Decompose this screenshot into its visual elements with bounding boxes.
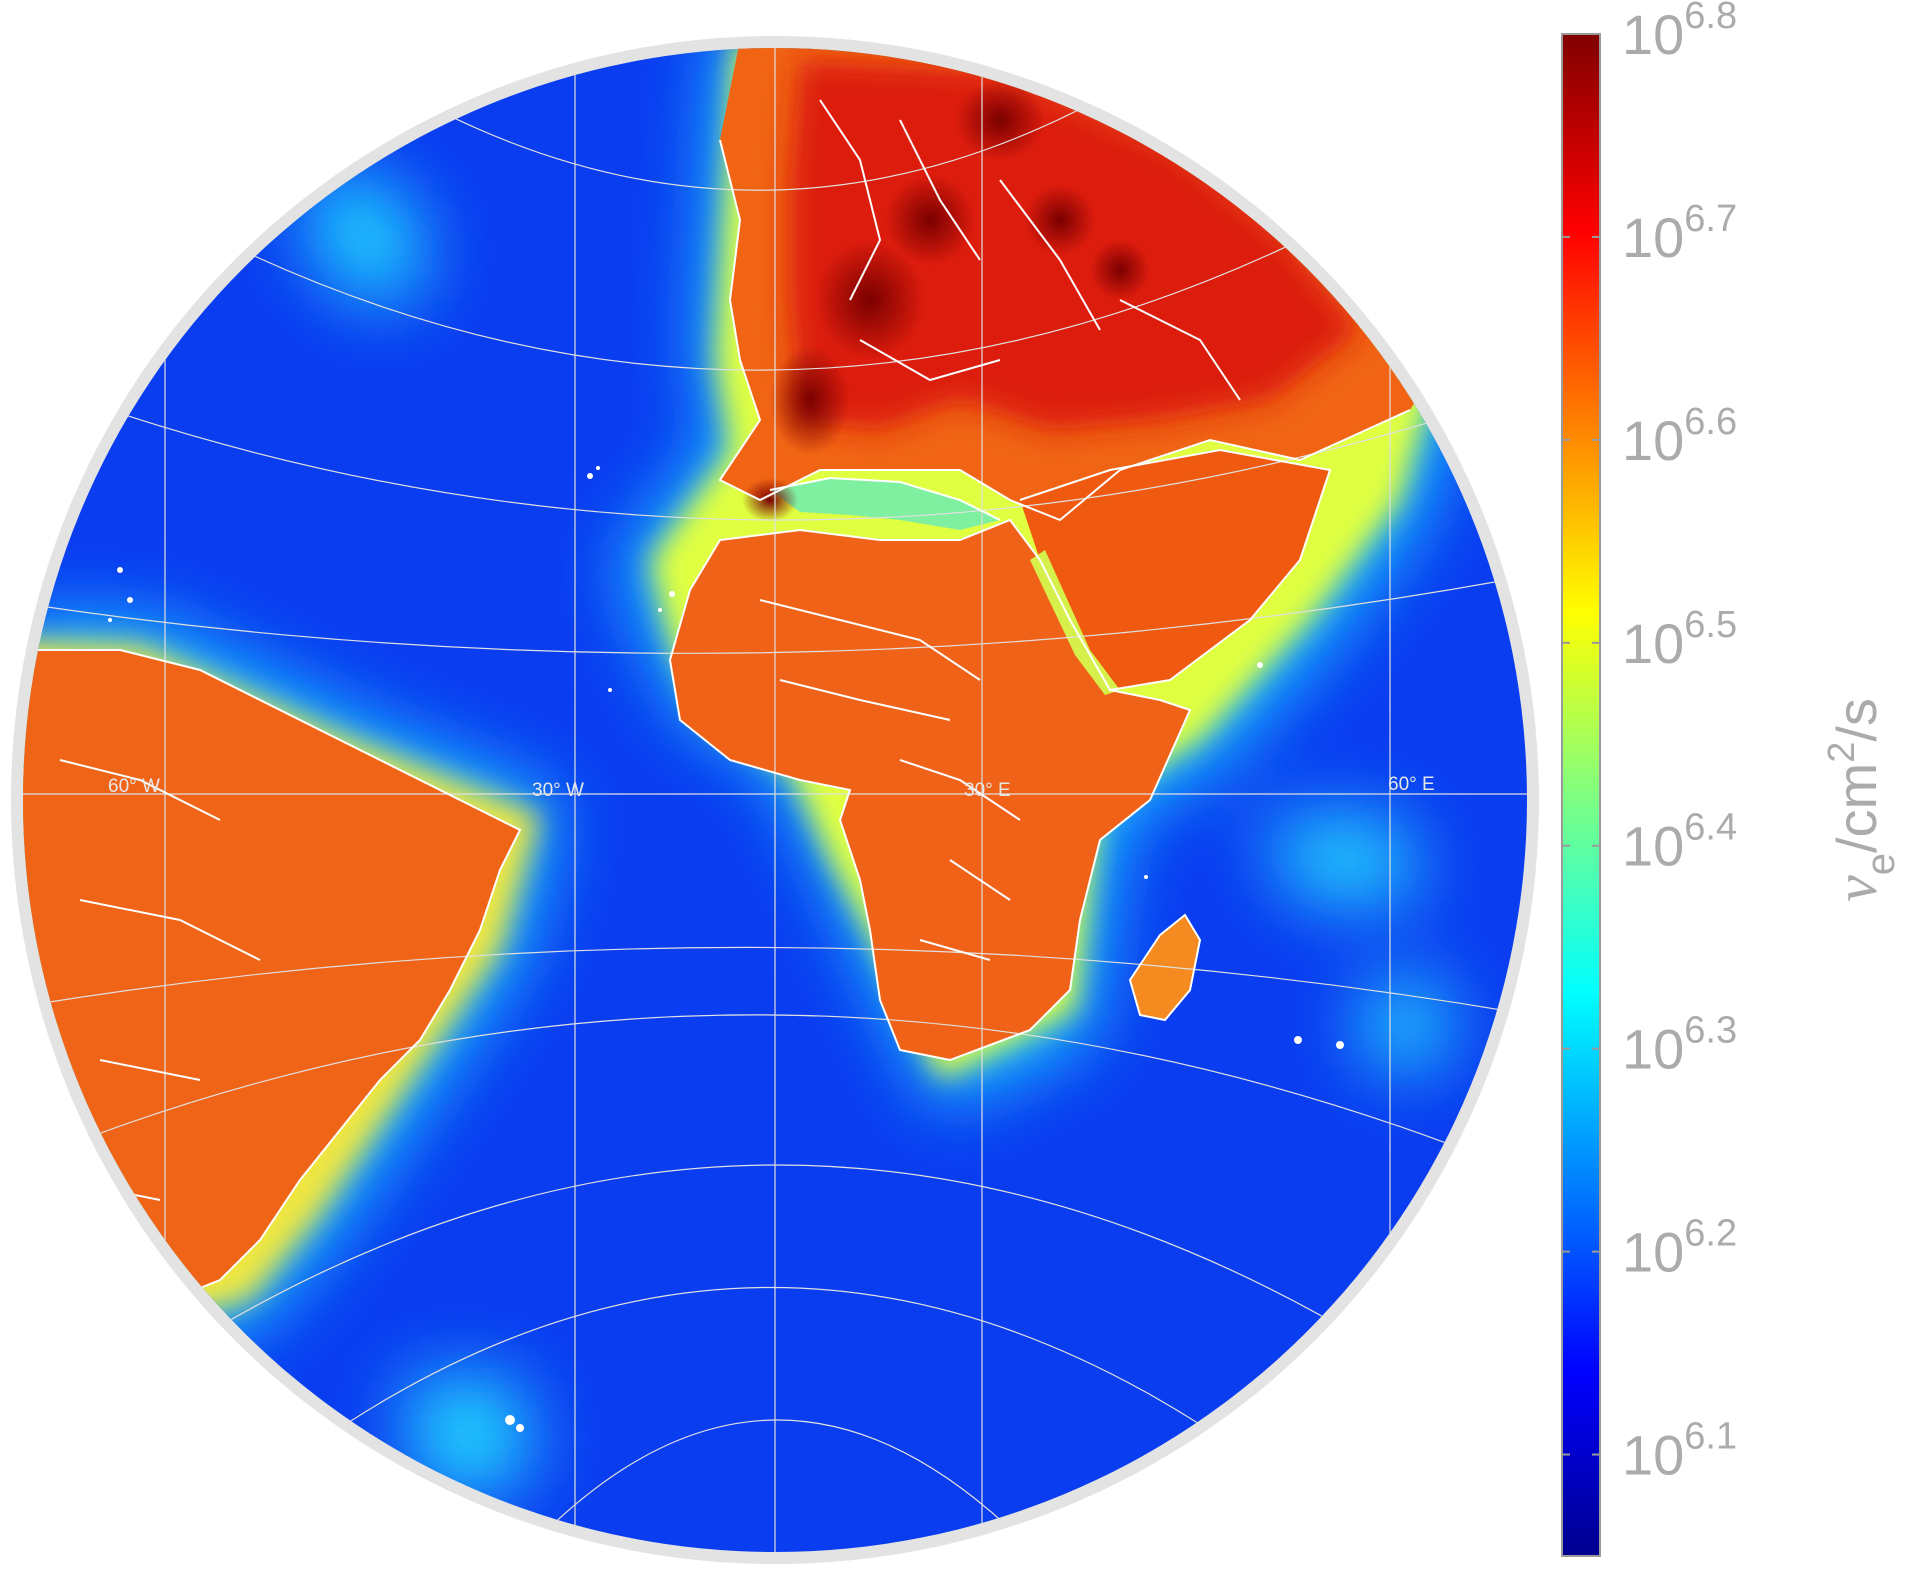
land-africa — [670, 520, 1190, 1060]
colorbar-tick-exponent: 6.8 — [1684, 0, 1737, 37]
mediterranean-sea — [770, 478, 1000, 530]
colorbar-tick-label: 106.4 — [1622, 807, 1737, 878]
colorbar-tick-label: 106.2 — [1622, 1213, 1737, 1284]
colorbar-tick-base: 10 — [1622, 206, 1684, 269]
colorbar-tick-base: 10 — [1622, 409, 1684, 472]
colorbar: 106.1106.2106.3106.4106.5106.6106.7106.8… — [1561, 0, 1903, 1557]
colorbar-gradient — [1561, 33, 1601, 1557]
colorbar-label: νe/cm2/s — [1821, 698, 1903, 902]
colorbar-tick-label: 106.3 — [1622, 1010, 1737, 1081]
colorbar-tick-label: 106.7 — [1622, 198, 1737, 269]
lon-label-30e: 30° E — [964, 780, 1011, 801]
colorbar-tick-base: 10 — [1622, 1018, 1684, 1081]
hotspots — [742, 80, 1150, 522]
lon-label-60e: 60° E — [1388, 774, 1435, 795]
colorbar-tick-label: 106.6 — [1622, 401, 1737, 472]
colorbar-tick-exponent: 6.2 — [1684, 1213, 1737, 1255]
colorbar-tick-exponent: 6.3 — [1684, 1010, 1737, 1052]
colorbar-tick-exponent: 6.4 — [1684, 807, 1737, 849]
islands — [108, 466, 1344, 1432]
colorbar-tick-exponent: 6.6 — [1684, 401, 1737, 443]
colorbar-label-subscript: e — [1859, 853, 1903, 875]
colorbar-tick-base: 10 — [1622, 1221, 1684, 1284]
colorbar-tick-label: 106.5 — [1622, 604, 1737, 675]
colorbar-label-symbol: ν — [1823, 875, 1889, 902]
land-south-america — [23, 650, 520, 1300]
colorbar-tick-base: 10 — [1622, 3, 1684, 66]
globe: 60° W 30° W 30° E 60° E — [23, 48, 1527, 1552]
coastlines — [23, 48, 1411, 1301]
colorbar-tick-base: 10 — [1622, 612, 1684, 675]
colorbar-tick-label: 106.8 — [1622, 0, 1737, 66]
colorbar-tick-label: 106.1 — [1622, 1416, 1737, 1487]
lon-label-30w: 30° W — [532, 780, 584, 801]
colorbar-label-unit: /cm — [1825, 763, 1888, 853]
colorbar-label-unit-tail: /s — [1825, 698, 1888, 742]
colorbar-tick-base: 10 — [1622, 1424, 1684, 1487]
colorbar-tick-exponent: 6.5 — [1684, 604, 1737, 646]
land-madagascar — [1130, 915, 1200, 1020]
lon-label-60w: 60° W — [108, 776, 160, 797]
colorbar-tick-exponent: 6.1 — [1684, 1416, 1737, 1458]
colorbar-tick-exponent: 6.7 — [1684, 198, 1737, 240]
svg-text:νe/cm2/s: νe/cm2/s — [1821, 698, 1903, 902]
colorbar-tick-base: 10 — [1622, 815, 1684, 878]
graticule — [23, 48, 1527, 1552]
land-arabia — [1020, 450, 1330, 690]
colorbar-label-unit-exp: 2 — [1821, 742, 1863, 763]
